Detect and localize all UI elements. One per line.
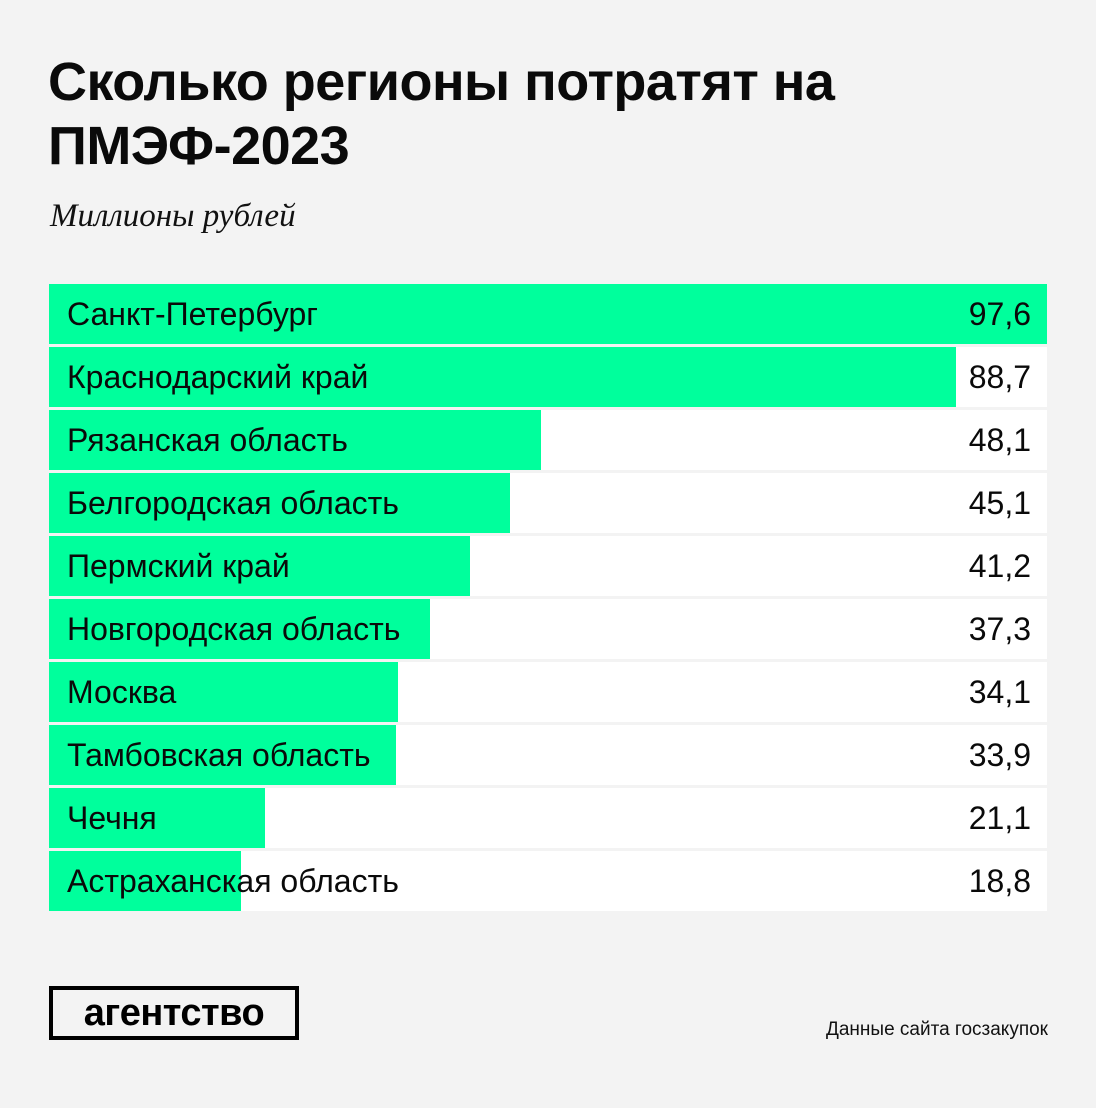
bar-chart: Санкт-Петербург 97,6 Краснодарский край 88,… [49, 284, 1047, 914]
value-label: 41,2 [968, 548, 1031, 584]
category-label: Белгородская область [67, 485, 399, 521]
value-label: 34,1 [968, 674, 1031, 710]
value-label: 21,1 [968, 800, 1031, 836]
chart-row: Тамбовская область 33,9 [49, 725, 1047, 785]
category-label: Санкт-Петербург [67, 296, 318, 332]
bar [49, 536, 471, 596]
category-label: Краснодарский край [67, 359, 369, 395]
value-label: 48,1 [968, 422, 1031, 458]
bar [49, 662, 398, 722]
category-label: Чечня [67, 800, 157, 836]
bar [49, 788, 265, 848]
category-label: Рязанская область [67, 422, 348, 458]
category-label: Москва [67, 674, 177, 710]
value-label: 45,1 [968, 485, 1031, 521]
value-label: 33,9 [968, 737, 1031, 773]
category-label: Тамбовская область [67, 737, 371, 773]
chart-row: Санкт-Петербург 97,6 [49, 284, 1047, 344]
bar [49, 599, 431, 659]
chart-row: Рязанская область 48,1 [49, 410, 1047, 470]
bar [49, 725, 396, 785]
chart-row: Белгородская область 45,1 [49, 473, 1047, 533]
value-label: 37,3 [968, 611, 1031, 647]
bar [49, 410, 541, 470]
category-label: Новгородская область [67, 611, 401, 647]
chart-row: Чечня 21,1 [49, 788, 1047, 848]
chart-row: Москва 34,1 [49, 662, 1047, 722]
category-label: Пермский край [67, 548, 290, 584]
chart-row: Новгородская область 37,3 [49, 599, 1047, 659]
chart-row: Пермский край 41,2 [49, 536, 1047, 596]
value-label: 88,7 [968, 359, 1031, 395]
chart-subtitle: Миллионы рублей [50, 198, 296, 234]
category-label: Астраханская область [67, 863, 399, 899]
chart-row: Краснодарский край 88,7 [49, 347, 1047, 407]
value-label: 18,8 [968, 863, 1031, 899]
chart-row: Астраханская область 18,8 [49, 851, 1047, 911]
bar [49, 347, 956, 407]
agentstvo-logo: агентство [49, 986, 299, 1040]
bar [49, 473, 511, 533]
chart-title: Сколько регионы потратят на ПМЭФ-2023 [48, 52, 835, 176]
value-label: 97,6 [968, 296, 1031, 332]
logo-text: агентство [83, 992, 265, 1034]
bar [49, 284, 1047, 344]
bar [49, 851, 242, 911]
source-note: Данные сайта госзакупок [826, 1019, 1048, 1040]
